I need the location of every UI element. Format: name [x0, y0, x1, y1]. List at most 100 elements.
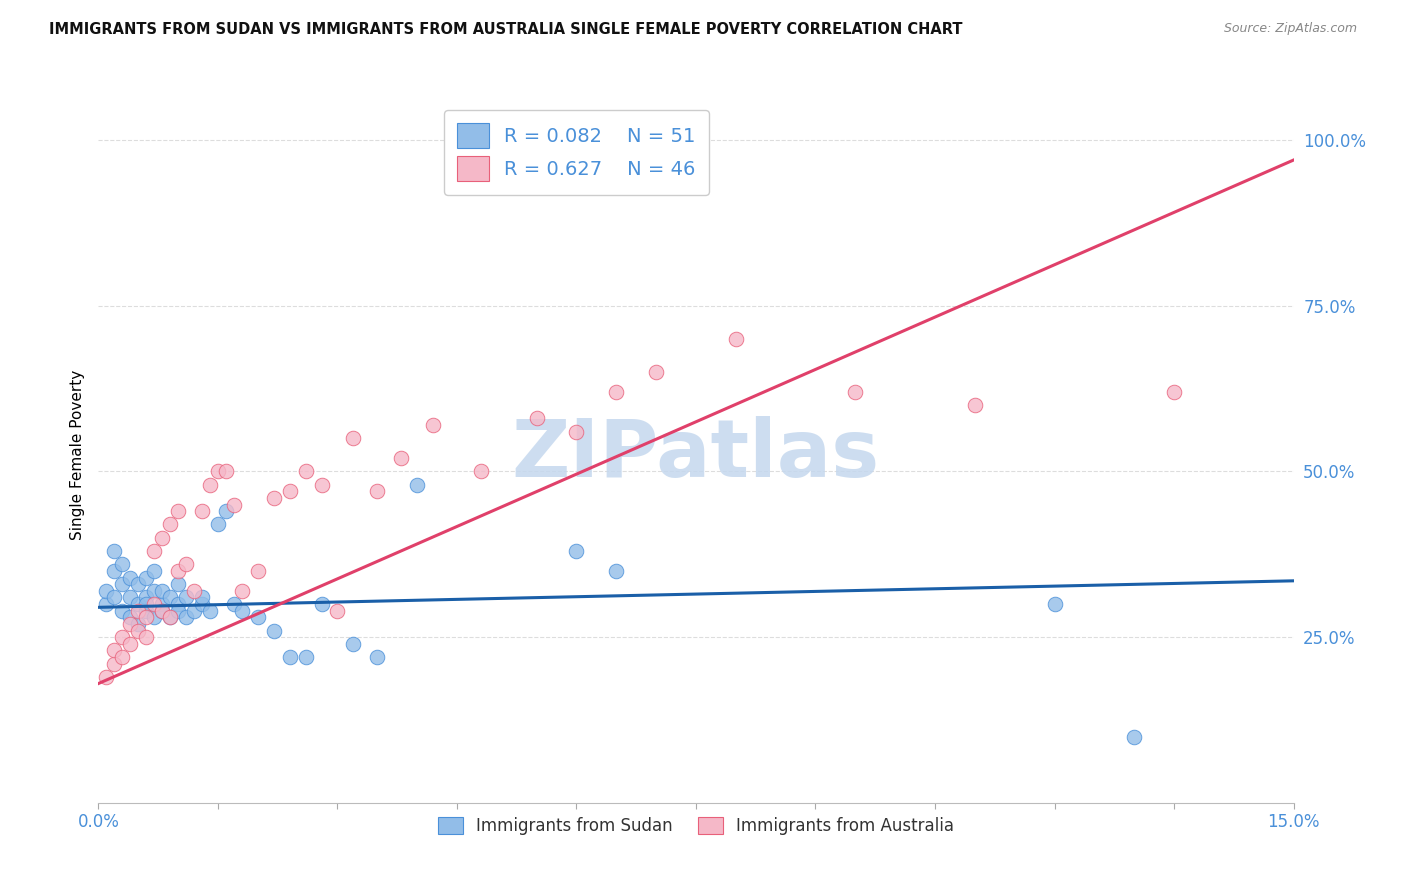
Point: [167, 597, 190, 611]
Legend: Immigrants from Sudan, Immigrants from Australia: Immigrants from Sudan, Immigrants from A…: [429, 808, 963, 843]
Point: [389, 451, 412, 466]
Point: [111, 577, 134, 591]
Point: [127, 624, 149, 638]
Point: [645, 365, 668, 379]
Point: [470, 465, 492, 479]
Point: [120, 570, 142, 584]
Point: [135, 630, 157, 644]
Point: [103, 564, 125, 578]
Point: [605, 564, 627, 578]
Point: [246, 564, 269, 578]
Point: [263, 491, 285, 505]
Point: [963, 398, 986, 412]
Point: [150, 531, 173, 545]
Point: [183, 583, 205, 598]
Point: [263, 624, 285, 638]
Point: [311, 477, 333, 491]
Point: [127, 577, 149, 591]
Point: [143, 597, 166, 611]
Point: [174, 558, 197, 572]
Point: [103, 643, 125, 657]
Point: [207, 517, 229, 532]
Point: [366, 650, 388, 665]
Point: [422, 418, 444, 433]
Point: [565, 425, 588, 439]
Text: ZIPatlas: ZIPatlas: [512, 416, 880, 494]
Point: [135, 604, 157, 618]
Point: [222, 597, 245, 611]
Point: [103, 544, 125, 558]
Point: [135, 570, 157, 584]
Point: [96, 583, 118, 598]
Point: [111, 558, 134, 572]
Point: [143, 564, 166, 578]
Point: [342, 431, 364, 445]
Point: [1043, 597, 1066, 611]
Point: [127, 604, 149, 618]
Point: [174, 610, 197, 624]
Point: [150, 583, 173, 598]
Point: [844, 384, 866, 399]
Point: [565, 544, 588, 558]
Point: [127, 616, 149, 631]
Point: [183, 604, 205, 618]
Point: [311, 597, 333, 611]
Point: [294, 650, 316, 665]
Point: [231, 583, 253, 598]
Point: [96, 670, 118, 684]
Text: Source: ZipAtlas.com: Source: ZipAtlas.com: [1223, 22, 1357, 36]
Text: IMMIGRANTS FROM SUDAN VS IMMIGRANTS FROM AUSTRALIA SINGLE FEMALE POVERTY CORRELA: IMMIGRANTS FROM SUDAN VS IMMIGRANTS FROM…: [49, 22, 963, 37]
Point: [111, 630, 134, 644]
Point: [366, 484, 388, 499]
Point: [120, 616, 142, 631]
Point: [207, 465, 229, 479]
Point: [96, 597, 118, 611]
Point: [174, 591, 197, 605]
Y-axis label: Single Female Poverty: Single Female Poverty: [69, 370, 84, 540]
Point: [191, 591, 214, 605]
Point: [167, 564, 190, 578]
Point: [222, 498, 245, 512]
Point: [143, 610, 166, 624]
Point: [191, 597, 214, 611]
Point: [135, 610, 157, 624]
Point: [278, 650, 301, 665]
Point: [605, 384, 627, 399]
Point: [526, 411, 548, 425]
Point: [724, 332, 747, 346]
Point: [294, 465, 316, 479]
Point: [159, 610, 181, 624]
Point: [143, 583, 166, 598]
Point: [342, 637, 364, 651]
Point: [150, 597, 173, 611]
Point: [326, 604, 349, 618]
Point: [215, 504, 238, 518]
Point: [1163, 384, 1185, 399]
Point: [150, 604, 173, 618]
Point: [159, 610, 181, 624]
Point: [143, 544, 166, 558]
Point: [159, 517, 181, 532]
Point: [159, 591, 181, 605]
Point: [231, 604, 253, 618]
Point: [167, 504, 190, 518]
Point: [246, 610, 269, 624]
Point: [167, 604, 190, 618]
Point: [135, 597, 157, 611]
Point: [103, 657, 125, 671]
Point: [191, 504, 214, 518]
Point: [135, 591, 157, 605]
Point: [120, 591, 142, 605]
Point: [215, 465, 238, 479]
Point: [167, 577, 190, 591]
Point: [198, 604, 221, 618]
Point: [406, 477, 429, 491]
Point: [111, 604, 134, 618]
Point: [120, 637, 142, 651]
Point: [150, 604, 173, 618]
Point: [198, 477, 221, 491]
Point: [1123, 730, 1146, 744]
Point: [120, 610, 142, 624]
Point: [103, 591, 125, 605]
Point: [111, 650, 134, 665]
